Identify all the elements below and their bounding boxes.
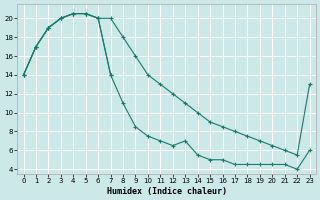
X-axis label: Humidex (Indice chaleur): Humidex (Indice chaleur) [107, 187, 227, 196]
